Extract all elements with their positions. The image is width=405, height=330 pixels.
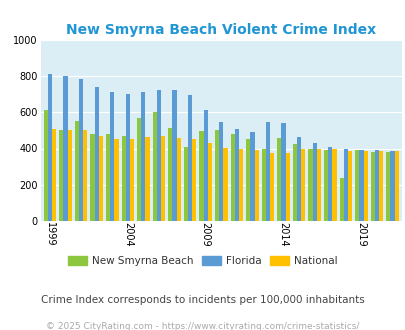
Bar xyxy=(192,139,196,221)
Bar xyxy=(188,95,192,221)
Bar xyxy=(219,122,223,221)
Bar xyxy=(79,79,83,221)
Bar xyxy=(230,134,234,221)
Bar xyxy=(207,143,211,221)
Bar xyxy=(277,138,281,221)
Bar xyxy=(269,153,274,221)
Bar xyxy=(385,152,390,221)
Bar xyxy=(254,150,258,221)
Bar xyxy=(354,150,358,221)
Bar xyxy=(316,148,320,221)
Bar xyxy=(203,110,207,221)
Bar xyxy=(176,138,180,221)
Bar xyxy=(48,74,52,221)
Bar xyxy=(94,87,98,221)
Bar xyxy=(394,151,398,221)
Bar xyxy=(358,150,362,221)
Bar xyxy=(156,90,161,221)
Bar xyxy=(68,130,72,221)
Bar xyxy=(63,76,68,221)
Title: New Smyrna Beach Violent Crime Index: New Smyrna Beach Violent Crime Index xyxy=(66,23,375,37)
Bar xyxy=(214,130,219,221)
Bar xyxy=(110,92,114,221)
Bar xyxy=(374,150,378,221)
Bar xyxy=(168,128,172,221)
Bar xyxy=(261,149,265,221)
Bar xyxy=(161,136,165,221)
Bar xyxy=(172,89,176,221)
Bar xyxy=(281,123,285,221)
Bar xyxy=(332,149,336,221)
Bar xyxy=(141,92,145,221)
Bar xyxy=(362,151,367,221)
Bar xyxy=(370,152,374,221)
Bar xyxy=(98,136,103,221)
Bar xyxy=(106,134,110,221)
Bar xyxy=(90,134,94,221)
Bar xyxy=(296,137,301,221)
Bar xyxy=(347,151,351,221)
Bar xyxy=(183,147,188,221)
Bar xyxy=(292,144,296,221)
Bar xyxy=(114,139,118,221)
Bar xyxy=(343,148,347,221)
Bar xyxy=(312,143,316,221)
Bar xyxy=(301,149,305,221)
Bar xyxy=(223,148,227,221)
Bar xyxy=(52,129,56,221)
Bar xyxy=(339,179,343,221)
Bar xyxy=(239,149,243,221)
Bar xyxy=(137,118,141,221)
Bar xyxy=(145,137,149,221)
Bar xyxy=(126,94,130,221)
Text: © 2025 CityRating.com - https://www.cityrating.com/crime-statistics/: © 2025 CityRating.com - https://www.city… xyxy=(46,322,359,330)
Bar xyxy=(59,130,63,221)
Bar xyxy=(245,139,250,221)
Bar xyxy=(250,132,254,221)
Bar xyxy=(121,136,126,221)
Bar xyxy=(75,121,79,221)
Bar xyxy=(152,112,156,221)
Bar xyxy=(285,153,289,221)
Bar xyxy=(390,151,394,221)
Bar xyxy=(327,147,332,221)
Bar xyxy=(199,131,203,221)
Bar xyxy=(130,139,134,221)
Text: Crime Index corresponds to incidents per 100,000 inhabitants: Crime Index corresponds to incidents per… xyxy=(41,295,364,305)
Bar xyxy=(308,149,312,221)
Bar xyxy=(234,129,239,221)
Bar xyxy=(83,130,87,221)
Bar xyxy=(265,122,269,221)
Bar xyxy=(378,151,382,221)
Bar xyxy=(43,110,48,221)
Bar xyxy=(323,150,327,221)
Legend: New Smyrna Beach, Florida, National: New Smyrna Beach, Florida, National xyxy=(64,252,341,270)
